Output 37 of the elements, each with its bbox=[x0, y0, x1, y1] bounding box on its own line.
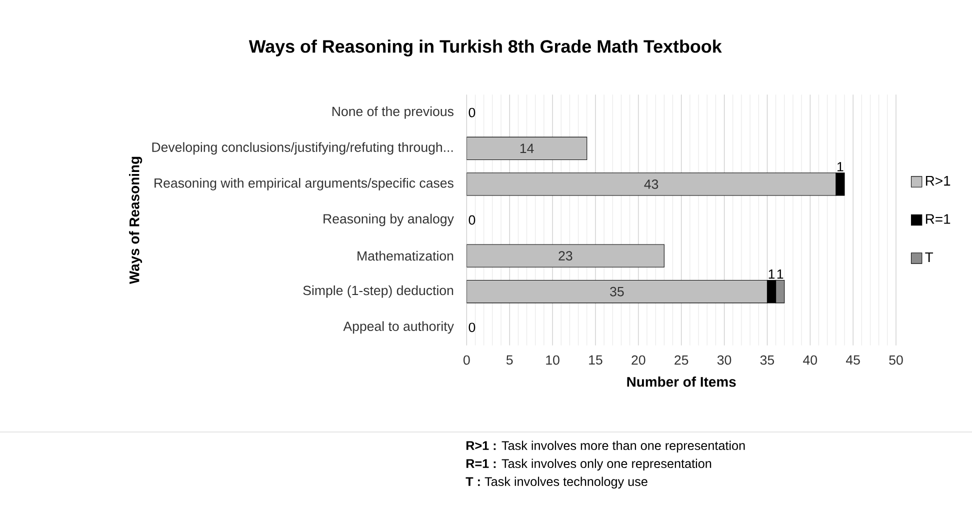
text: T : Task involves technology use bbox=[466, 476, 648, 489]
x-tick-label: 45 bbox=[846, 355, 860, 365]
data-label: 43 bbox=[644, 179, 658, 189]
x-tick-label: 0 bbox=[463, 355, 470, 365]
y-tick-label: Mathematization bbox=[358, 250, 454, 261]
chart-title: Ways of Reasoning in Turkish 8th Grade Math Textbook bbox=[248, 40, 722, 56]
text: R>1 : Task involves more than one representation bbox=[466, 440, 745, 453]
x-tick-label: 20 bbox=[632, 355, 646, 365]
x-tick-label: 15 bbox=[589, 355, 602, 365]
y-tick-label: None of the previous bbox=[332, 106, 454, 119]
data-label: 35 bbox=[610, 286, 624, 296]
x-tick-label: 30 bbox=[717, 355, 732, 365]
y-axis-title: Ways of Reasoning bbox=[129, 156, 142, 284]
data-label: 0 bbox=[468, 215, 476, 225]
data-label: 1 bbox=[768, 270, 775, 279]
x-tick-label: 10 bbox=[546, 355, 560, 365]
x-axis-title: Number of Items bbox=[627, 376, 736, 387]
text: R=1 : Task involves only one representation bbox=[466, 458, 712, 471]
legend-label: R=1 bbox=[926, 214, 950, 224]
data-label: 0 bbox=[468, 108, 476, 118]
data-label: 14 bbox=[520, 144, 534, 153]
y-tick-label: Reasoning with empirical arguments/specific cases bbox=[154, 178, 454, 190]
data-label: 0 bbox=[468, 322, 476, 332]
x-tick-label: 40 bbox=[803, 355, 818, 365]
data-label: 23 bbox=[558, 251, 572, 261]
x-tick-label: 25 bbox=[674, 355, 688, 365]
data-label: 1 bbox=[777, 270, 784, 279]
data-label: 1 bbox=[838, 162, 844, 172]
x-tick-label: 5 bbox=[506, 355, 513, 365]
legend-label: R>1 bbox=[926, 176, 950, 186]
x-tick-label: 35 bbox=[760, 355, 774, 365]
y-tick-label: Simple (1-step) deduction bbox=[303, 285, 454, 298]
y-tick-label: Developing conclusions/justifying/refuting through... bbox=[152, 142, 453, 155]
legend-label: T bbox=[925, 252, 934, 262]
y-tick-label: Reasoning by analogy bbox=[324, 214, 454, 226]
y-tick-label: Appeal to authority bbox=[343, 321, 454, 334]
x-tick-label: 50 bbox=[889, 355, 903, 365]
